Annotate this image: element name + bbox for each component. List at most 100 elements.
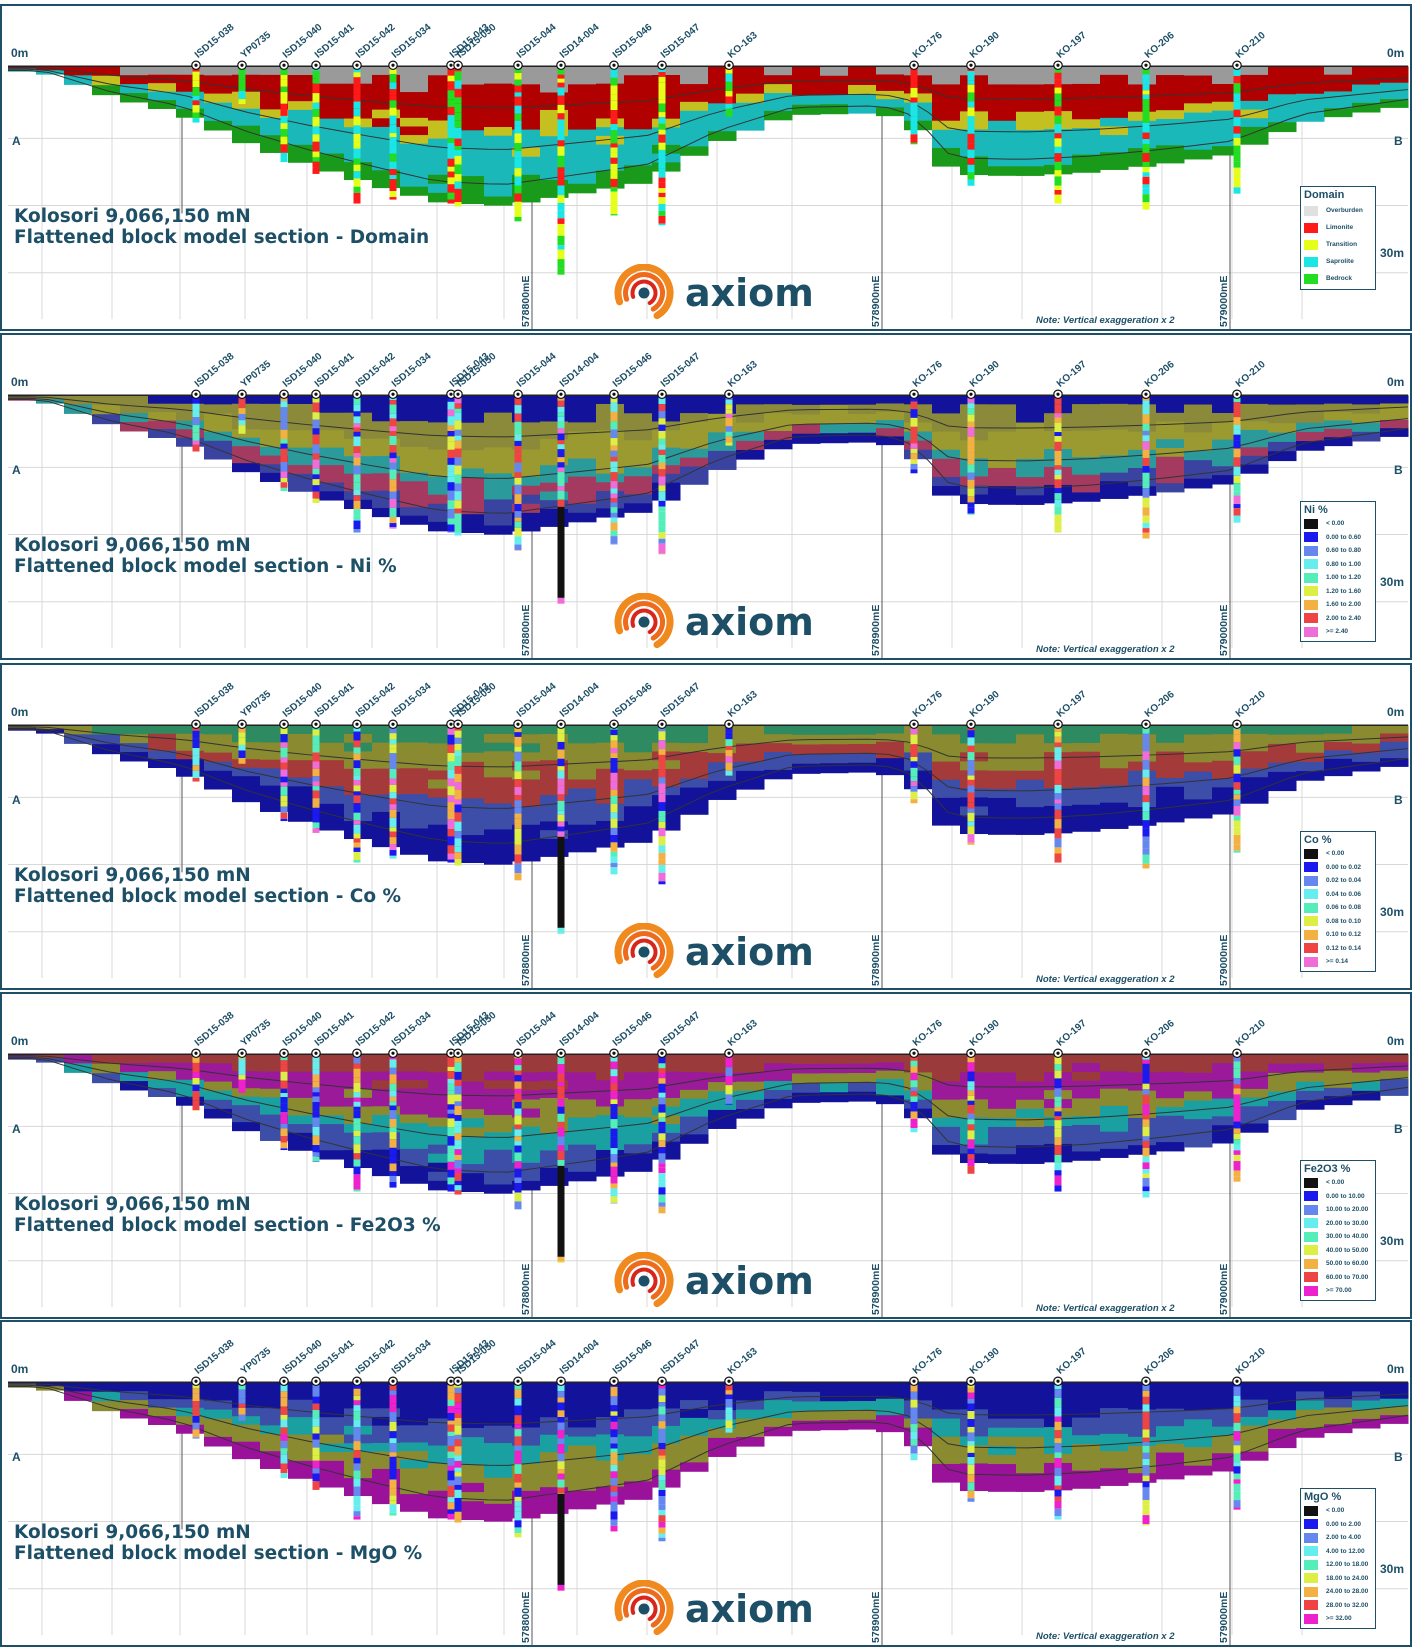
drillhole-trace[interactable] (967, 720, 975, 845)
drillhole-trace[interactable] (447, 720, 455, 862)
drillhole-trace[interactable] (280, 1049, 288, 1150)
drillhole-trace[interactable] (447, 1049, 455, 1191)
drillhole-trace[interactable] (967, 61, 975, 186)
drillhole-trace[interactable] (725, 1049, 733, 1105)
drillhole-trace[interactable] (238, 390, 246, 434)
legend-swatch (1304, 1205, 1318, 1215)
drillhole-trace[interactable] (454, 1377, 462, 1522)
drillhole-trace[interactable] (280, 1377, 288, 1478)
drillhole-trace[interactable] (447, 61, 455, 203)
drillhole-trace[interactable] (610, 720, 618, 874)
drillhole-trace[interactable] (312, 1377, 320, 1490)
drillhole-trace[interactable] (1054, 720, 1062, 862)
drillhole-trace[interactable] (514, 720, 522, 880)
drillhole-trace[interactable] (514, 390, 522, 550)
drillhole-trace[interactable] (192, 390, 200, 451)
legend-swatch (1304, 206, 1318, 216)
drillhole-trace[interactable] (353, 1049, 361, 1191)
drillhole-trace[interactable] (1054, 390, 1062, 532)
drillhole-trace[interactable] (192, 1377, 200, 1438)
drillhole-trace[interactable] (312, 1049, 320, 1162)
drillhole-trace[interactable] (910, 720, 918, 803)
legend-item: 0.12 to 0.14 (1304, 942, 1372, 956)
drillhole-trace[interactable] (1054, 61, 1062, 203)
drillhole-trace[interactable] (238, 1049, 246, 1093)
drillhole-trace[interactable] (192, 1049, 200, 1110)
legend-label: 0.00 to 0.02 (1326, 864, 1361, 871)
drillhole-trace[interactable] (1233, 720, 1241, 853)
drillhole-trace[interactable] (910, 1377, 918, 1460)
drillhole-trace[interactable] (725, 1377, 733, 1433)
drillhole-trace[interactable] (280, 390, 288, 491)
hole-label: ISD15-044 (515, 22, 559, 61)
edge-label: 0m (1387, 1362, 1404, 1376)
drillhole-trace[interactable] (1233, 390, 1241, 523)
drillhole-trace[interactable] (353, 390, 361, 532)
drillhole-trace[interactable] (389, 1377, 397, 1515)
drillhole-trace[interactable] (514, 1377, 522, 1537)
drillhole-trace[interactable] (280, 61, 288, 162)
drillhole-trace[interactable] (389, 390, 397, 528)
drillhole-trace[interactable] (447, 1377, 455, 1519)
drillhole-trace[interactable] (1142, 61, 1150, 209)
hole-label: KO-176 (911, 30, 945, 61)
legend-item: 20.00 to 30.00 (1304, 1217, 1372, 1231)
drillhole-trace[interactable] (658, 390, 666, 554)
drillhole-trace[interactable] (389, 720, 397, 858)
drillhole-trace[interactable] (1233, 1049, 1241, 1182)
drillhole-trace[interactable] (312, 390, 320, 503)
hole-label: YP0735 (239, 29, 274, 60)
drillhole-trace[interactable] (557, 61, 565, 275)
drillhole-trace[interactable] (447, 390, 455, 532)
hole-label: KO-163 (726, 1018, 760, 1049)
drillhole-trace[interactable] (610, 1377, 618, 1531)
drillhole-trace[interactable] (238, 1377, 246, 1421)
drillhole-trace[interactable] (610, 1049, 618, 1203)
drillhole-trace[interactable] (1142, 390, 1150, 538)
drillhole-trace[interactable] (1142, 1049, 1150, 1197)
drillhole-trace[interactable] (1054, 1377, 1062, 1519)
drillhole-trace[interactable] (312, 61, 320, 174)
drillhole-trace[interactable] (725, 390, 733, 446)
drillhole-trace[interactable] (353, 61, 361, 203)
drillhole-trace[interactable] (658, 1049, 666, 1213)
drillhole-trace[interactable] (454, 1049, 462, 1194)
drillhole-trace[interactable] (353, 1377, 361, 1519)
drillhole-trace[interactable] (910, 61, 918, 144)
drillhole-trace[interactable] (1142, 1377, 1150, 1525)
edge-label: 0m (11, 375, 28, 389)
drillhole-trace[interactable] (1054, 1049, 1062, 1191)
drillhole-trace[interactable] (910, 390, 918, 473)
drillhole-trace[interactable] (514, 61, 522, 221)
drillhole-trace[interactable] (910, 1049, 918, 1132)
drillhole-trace[interactable] (238, 61, 246, 105)
drillhole-trace[interactable] (610, 390, 618, 544)
drillhole-trace[interactable] (725, 720, 733, 776)
drillhole-trace[interactable] (1233, 1377, 1241, 1510)
drillhole-trace[interactable] (658, 1377, 666, 1541)
drillhole-trace[interactable] (658, 61, 666, 225)
edge-label: B (1394, 1122, 1403, 1136)
drillhole-trace[interactable] (610, 61, 618, 215)
drillhole-trace[interactable] (454, 720, 462, 865)
drillhole-trace[interactable] (658, 720, 666, 884)
drillhole-trace[interactable] (238, 720, 246, 764)
drillhole-trace[interactable] (192, 720, 200, 781)
drillhole-trace[interactable] (454, 390, 462, 535)
drillhole-trace[interactable] (389, 61, 397, 199)
drillhole-trace[interactable] (725, 61, 733, 117)
drillhole-trace[interactable] (353, 720, 361, 862)
drillhole-trace[interactable] (967, 1049, 975, 1174)
drillhole-trace[interactable] (280, 720, 288, 821)
drillhole-trace[interactable] (389, 1049, 397, 1187)
drillhole-trace[interactable] (1233, 61, 1241, 194)
drillhole-trace[interactable] (514, 1049, 522, 1209)
section-line-label: Kolosori 9,066,150 mN (14, 1522, 422, 1543)
drillhole-trace[interactable] (454, 61, 462, 206)
drillhole-trace[interactable] (967, 390, 975, 515)
drillhole-trace[interactable] (967, 1377, 975, 1502)
drillhole-trace[interactable] (192, 61, 200, 122)
drillhole-trace[interactable] (1142, 720, 1150, 868)
drillhole-trace[interactable] (312, 720, 320, 833)
